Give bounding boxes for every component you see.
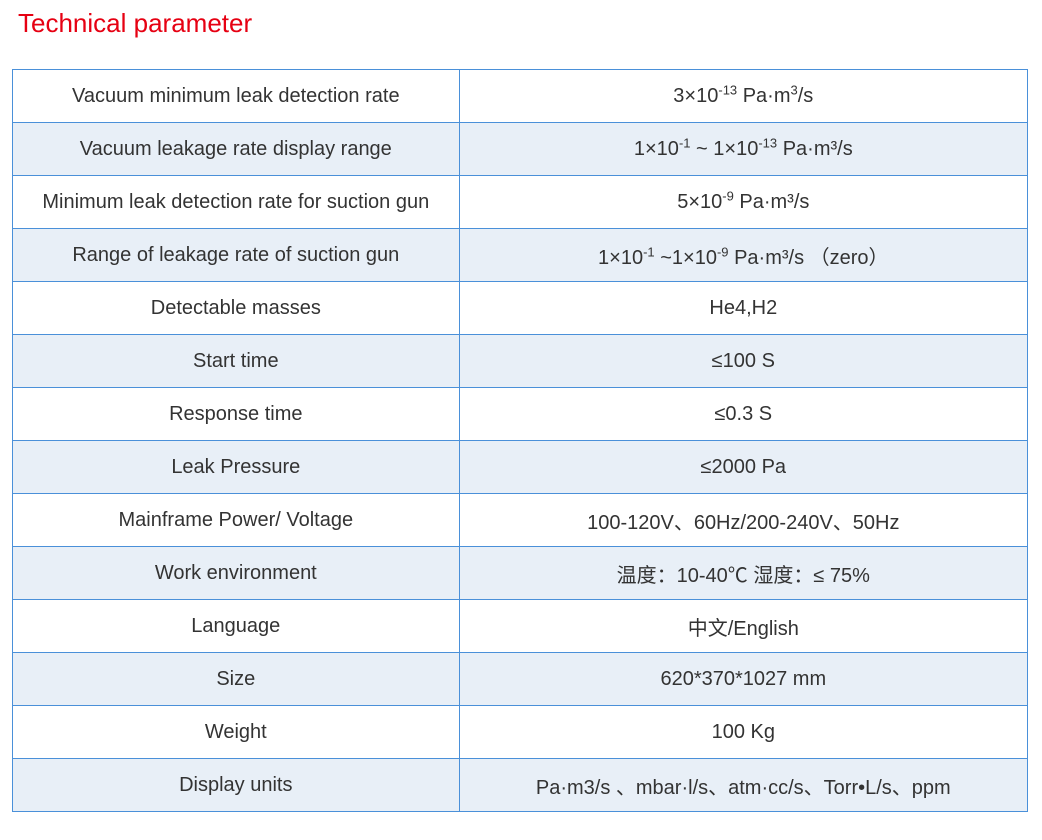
table-row: Mainframe Power/ Voltage100-120V、60Hz/20… [13,494,1028,547]
value-cell: 100-120V、60Hz/200-240V、50Hz [459,494,1027,547]
table-row: Vacuum leakage rate display range1×10-1 … [13,123,1028,176]
table-row: Language中文/English [13,600,1028,653]
param-cell: Leak Pressure [13,441,460,494]
param-cell: Range of leakage rate of suction gun [13,229,460,282]
table-row: Display unitsPa·m3/s 、mbar·l/s、atm·cc/s、… [13,759,1028,812]
param-cell: Vacuum leakage rate display range [13,123,460,176]
param-cell: Start time [13,335,460,388]
spec-table-body: Vacuum minimum leak detection rate3×10-1… [13,70,1028,812]
table-row: Detectable massesHe4,H2 [13,282,1028,335]
param-cell: Weight [13,706,460,759]
param-cell: Work environment [13,547,460,600]
value-cell: 1×10-1 ~ 1×10-13 Pa·m³/s [459,123,1027,176]
param-cell: Response time [13,388,460,441]
table-row: Leak Pressure≤2000 Pa [13,441,1028,494]
param-cell: Vacuum minimum leak detection rate [13,70,460,123]
param-cell: Language [13,600,460,653]
value-cell: ≤2000 Pa [459,441,1027,494]
value-cell: 1×10-1 ~1×10-9 Pa·m³/s （zero） [459,229,1027,282]
value-cell: 3×10-13 Pa·m3/s [459,70,1027,123]
section-title: Technical parameter [18,8,1030,39]
table-row: Response time≤0.3 S [13,388,1028,441]
value-cell: ≤100 S [459,335,1027,388]
value-cell: ≤0.3 S [459,388,1027,441]
param-cell: Display units [13,759,460,812]
page-container: Technical parameter Vacuum minimum leak … [0,0,1042,832]
param-cell: Minimum leak detection rate for suction … [13,176,460,229]
table-row: Size620*370*1027 mm [13,653,1028,706]
value-cell: 620*370*1027 mm [459,653,1027,706]
param-cell: Detectable masses [13,282,460,335]
value-cell: He4,H2 [459,282,1027,335]
table-row: Work environment温度：10-40℃ 湿度：≤ 75% [13,547,1028,600]
value-cell: Pa·m3/s 、mbar·l/s、atm·cc/s、Torr•L/s、ppm [459,759,1027,812]
table-row: Start time≤100 S [13,335,1028,388]
table-row: Vacuum minimum leak detection rate3×10-1… [13,70,1028,123]
table-row: Range of leakage rate of suction gun1×10… [13,229,1028,282]
param-cell: Mainframe Power/ Voltage [13,494,460,547]
value-cell: 5×10-9 Pa·m³/s [459,176,1027,229]
table-row: Weight100 Kg [13,706,1028,759]
table-row: Minimum leak detection rate for suction … [13,176,1028,229]
value-cell: 100 Kg [459,706,1027,759]
spec-table: Vacuum minimum leak detection rate3×10-1… [12,69,1028,812]
value-cell: 中文/English [459,600,1027,653]
value-cell: 温度：10-40℃ 湿度：≤ 75% [459,547,1027,600]
param-cell: Size [13,653,460,706]
